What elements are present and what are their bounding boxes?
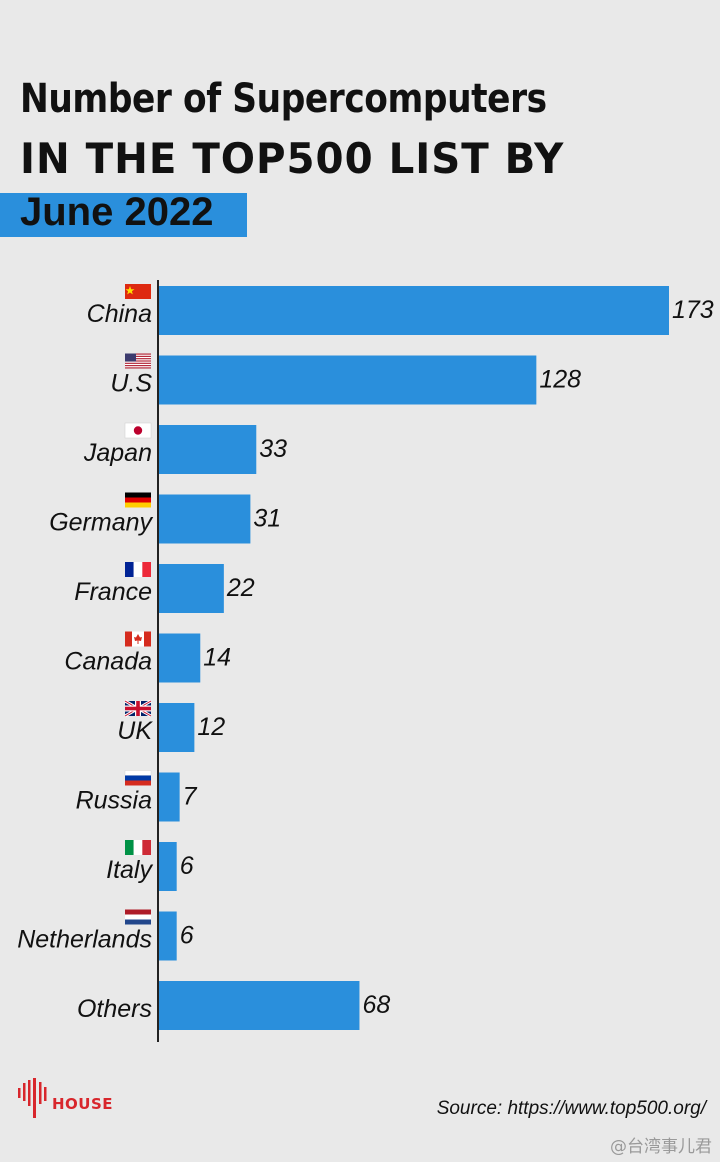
- title-line-2: IN THE TOP500 LIST BY: [20, 134, 565, 183]
- japan-flag-icon: [124, 422, 152, 439]
- germany-flag-icon: [125, 492, 151, 508]
- bar-canada: [159, 633, 201, 683]
- house-logo-text: HOUSE: [52, 1095, 114, 1113]
- category-label: Russia: [76, 787, 153, 815]
- value-label: 173: [672, 296, 714, 324]
- value-label: 22: [226, 574, 255, 602]
- bar-us: [159, 355, 537, 405]
- italy-flag-icon: [125, 840, 151, 855]
- bar-germany: [159, 494, 251, 544]
- bar-chart: 173 China 128 U.S 33 Japan 31 Germany 22 France 14…: [17, 280, 714, 1042]
- value-label: 31: [253, 505, 281, 533]
- netherlands-flag-icon: [125, 909, 151, 925]
- russia-flag-icon: [124, 770, 152, 786]
- category-label: China: [87, 300, 152, 328]
- value-label: 68: [362, 991, 390, 1019]
- value-label: 128: [539, 366, 581, 394]
- subtitle-date: June 2022: [20, 190, 214, 234]
- bar-russia: [159, 772, 180, 822]
- category-label: Italy: [106, 856, 153, 884]
- bar-japan: [159, 425, 257, 474]
- category-label: Canada: [64, 648, 152, 676]
- canada-flag-icon: [125, 631, 151, 647]
- title-line-1: Number of Supercomputers: [20, 76, 547, 122]
- bar-others: [159, 981, 360, 1030]
- house-logo-icon: [18, 1078, 47, 1118]
- value-label: 6: [180, 852, 194, 880]
- category-label: Germany: [49, 509, 153, 537]
- bar-china: [159, 286, 669, 335]
- subtitle-highlight-band: [0, 193, 247, 237]
- value-label: 33: [259, 435, 287, 463]
- uk-flag-icon: [124, 699, 152, 718]
- source-note: Source: https://www.top500.org/: [436, 1098, 706, 1119]
- category-label: Others: [77, 995, 152, 1023]
- category-label: Japan: [83, 439, 152, 467]
- bar-italy: [159, 842, 177, 891]
- value-label: 6: [180, 922, 194, 950]
- weibo-watermark: @台湾事儿君: [610, 1137, 712, 1157]
- category-label: UK: [117, 717, 153, 745]
- value-label: 12: [197, 713, 225, 741]
- bar-uk: [159, 703, 195, 752]
- france-flag-icon: [125, 562, 151, 577]
- value-label: 14: [203, 644, 231, 672]
- value-label: 7: [183, 783, 198, 811]
- category-label: U.S: [110, 370, 152, 398]
- us-flag-icon: [125, 353, 151, 369]
- category-label: France: [74, 578, 152, 606]
- category-label: Netherlands: [17, 926, 152, 954]
- bar-netherlands: [159, 911, 177, 961]
- bar-france: [159, 564, 224, 613]
- china-flag-icon: [125, 284, 151, 299]
